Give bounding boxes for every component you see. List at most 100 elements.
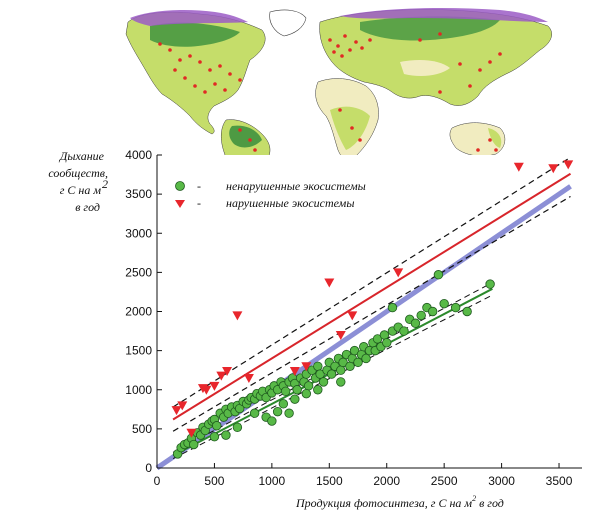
point-undisturbed [267, 416, 277, 426]
x-tick-label: 3500 [546, 474, 573, 488]
point-disturbed [243, 374, 254, 384]
point-disturbed [232, 311, 243, 321]
chart: 0 500 1000 1500 2000 2500 3000 3500 0 500 1000 150… [48, 148, 582, 510]
legend-marker-undisturbed [175, 181, 185, 191]
point-undisturbed [272, 406, 283, 417]
point-undisturbed [303, 381, 314, 391]
point-undisturbed [301, 388, 312, 399]
point-undisturbed [433, 270, 444, 280]
point-disturbed [347, 311, 358, 321]
x-tick-label: 500 [204, 474, 224, 488]
y-tick-label: 1500 [125, 344, 152, 358]
x-axis-label-superscript: 2 [472, 494, 476, 503]
point-disturbed [513, 162, 524, 172]
point-disturbed [216, 371, 227, 381]
map-siberia-forest [360, 16, 500, 41]
point-undisturbed [212, 421, 222, 431]
point-undisturbed [462, 306, 472, 317]
legend: - ненарушенные экосистемы - нарушенные э… [175, 179, 366, 210]
point-undisturbed [416, 310, 426, 321]
point-undisturbed [249, 408, 260, 418]
point-undisturbed [209, 432, 220, 442]
y-axis-label-line-4: в год [75, 200, 100, 214]
point-undisturbed [485, 279, 495, 289]
point-undisturbed [336, 377, 346, 387]
point-undisturbed [450, 302, 461, 313]
y-tick-label: 0 [145, 461, 152, 475]
y-tick-label: 500 [132, 422, 152, 436]
x-axis-label: Продукция фотосинтеза, г С на м2 в год [295, 494, 504, 510]
y-axis-label-line-3: г С на м [60, 183, 102, 197]
point-undisturbed [326, 369, 337, 379]
x-axis-label-main: Продукция фотосинтеза, г С на м [295, 496, 472, 510]
point-undisturbed [382, 338, 392, 348]
legend-marker-disturbed [175, 200, 185, 208]
point-undisturbed [221, 430, 231, 440]
map-arctic-tundra [130, 10, 248, 26]
point-disturbed [301, 362, 312, 372]
y-tick-label: 2000 [125, 305, 152, 319]
map-eurasia-tundra [340, 8, 548, 22]
point-undisturbed [336, 365, 346, 375]
point-undisturbed [280, 386, 291, 397]
point-disturbed [201, 385, 212, 395]
point-disturbed [324, 278, 335, 288]
map-greenland [269, 9, 307, 37]
point-disturbed [209, 381, 220, 391]
point-disturbed [335, 330, 346, 340]
x-tick-label: 2000 [373, 474, 400, 488]
point-undisturbed [353, 357, 363, 368]
point-undisturbed [410, 318, 421, 328]
legend-label-undisturbed: ненарушенные экосистемы [226, 179, 366, 193]
y-ticks: 0 500 1000 1500 2000 2500 3000 3500 4000 [125, 148, 162, 475]
point-disturbed [171, 406, 182, 416]
point-disturbed [289, 366, 300, 376]
line-disturbed-fit [172, 172, 572, 421]
map-central-asia-desert [400, 60, 450, 76]
line-disturbed-ci-upper [172, 156, 571, 408]
world-map [125, 8, 552, 217]
point-undisturbed [278, 399, 289, 409]
y-tick-label: 3000 [125, 226, 152, 240]
legend-dash-1: - [197, 179, 201, 193]
point-undisturbed [284, 408, 294, 418]
point-undisturbed [318, 377, 329, 387]
x-tick-label: 1000 [259, 474, 286, 488]
legend-label-disturbed: нарушенные экосистемы [226, 196, 354, 210]
x-tick-label: 2500 [431, 474, 458, 488]
map-site-dots [158, 32, 502, 178]
point-disturbed [186, 428, 197, 438]
point-undisturbed [313, 361, 323, 371]
data-points [171, 160, 574, 459]
legend-dash-2: - [197, 196, 201, 210]
point-undisturbed [290, 394, 300, 404]
point-undisturbed [232, 422, 243, 433]
y-axis-label-superscript: 2 [102, 177, 108, 191]
x-ticks: 0 500 1000 1500 2000 2500 3000 3500 [154, 463, 573, 488]
point-disturbed [177, 401, 188, 411]
map-australia-green [488, 128, 502, 148]
x-tick-label: 0 [154, 474, 161, 488]
point-undisturbed [313, 385, 323, 395]
y-tick-label: 1000 [125, 383, 152, 397]
point-disturbed [393, 268, 404, 278]
y-axis-label-line-1: Дыхание [59, 149, 105, 163]
x-axis-label-suffix: в год [476, 496, 504, 510]
point-disturbed [222, 366, 233, 376]
plot-area [157, 155, 582, 468]
point-undisturbed [189, 439, 199, 450]
x-tick-label: 3000 [488, 474, 515, 488]
point-undisturbed [439, 298, 449, 309]
map-amazon-forest [229, 125, 262, 148]
y-tick-label: 2500 [125, 265, 152, 279]
point-undisturbed [427, 306, 438, 317]
point-undisturbed [292, 385, 302, 395]
point-disturbed [563, 160, 574, 170]
point-undisturbed [361, 353, 371, 364]
point-disturbed [548, 164, 559, 174]
y-axis-label-line-2: сообществ, [48, 166, 108, 180]
point-undisturbed [379, 330, 390, 340]
point-undisturbed [345, 361, 355, 371]
map-africa-savanna [330, 106, 370, 150]
